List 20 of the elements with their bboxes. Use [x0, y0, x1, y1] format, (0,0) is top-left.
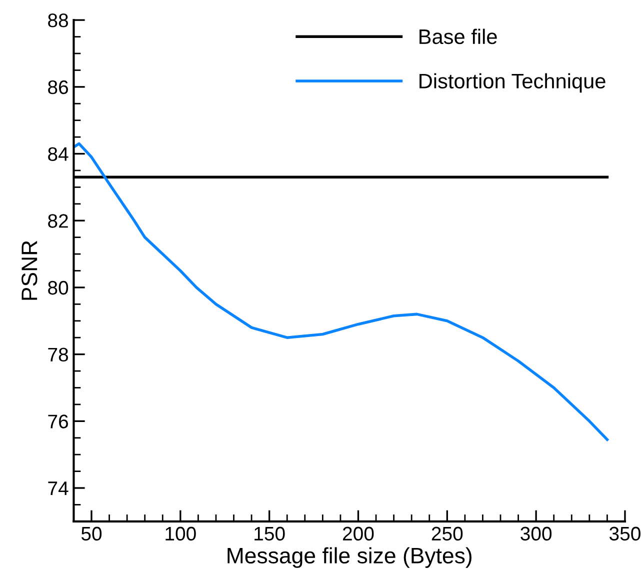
- y-axis-title: PSNR: [22, 240, 38, 300]
- y-tick-label: 78: [48, 348, 68, 362]
- y-tick-label: 86: [48, 80, 68, 94]
- x-tick-label: 350: [609, 526, 640, 541]
- x-tick-label: 50: [81, 526, 102, 541]
- y-tick-label: 80: [48, 280, 68, 295]
- y-tick-label: 76: [48, 414, 68, 428]
- x-tick-label: 150: [254, 526, 285, 541]
- x-tick-label: 200: [342, 526, 374, 541]
- x-tick-label: 250: [432, 526, 463, 541]
- legend-label: Base file: [420, 28, 497, 44]
- x-tick-label: 300: [520, 526, 552, 541]
- x-tick-label: 100: [166, 526, 196, 541]
- y-tick-label: 82: [48, 214, 68, 228]
- legend-label: Distortion Technique: [420, 73, 606, 93]
- line-series: [74, 142, 609, 441]
- x-axis-title: Message file size (Bytes): [228, 547, 472, 568]
- y-tick-label: 88: [48, 14, 68, 28]
- y-tick-label: 74: [48, 482, 68, 496]
- y-tick-label: 84: [48, 147, 68, 161]
